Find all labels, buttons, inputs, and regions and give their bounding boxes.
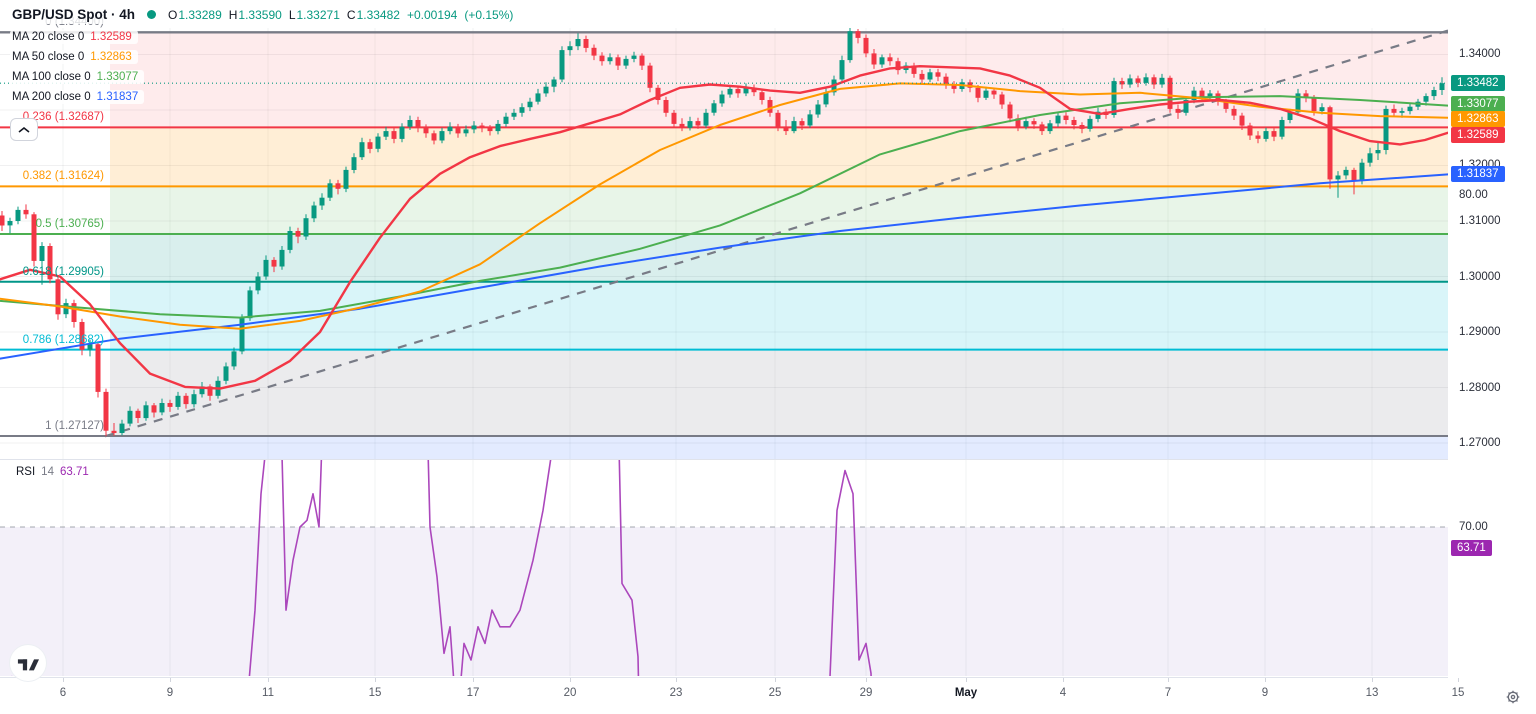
- time-axis-label: 13: [1365, 687, 1379, 699]
- price-tick-label: 1.31000: [1459, 215, 1501, 227]
- rsi-pane[interactable]: [0, 460, 1448, 676]
- ma-legend-value: 1.32589: [90, 31, 132, 43]
- main-chart-svg: [0, 28, 1448, 460]
- ma-line-ma50[interactable]: [0, 82, 1448, 330]
- open-label: O: [168, 7, 178, 22]
- ma-legend-row[interactable]: MA 20 close 0 1.32589: [10, 30, 138, 44]
- time-tick: [63, 678, 64, 682]
- high-value: 1.33590: [238, 7, 282, 22]
- change-percent: (+0.15%): [464, 7, 514, 22]
- ma-legend-label: MA 50 close 0: [12, 51, 85, 63]
- time-tick: [375, 678, 376, 682]
- collapse-legend-button[interactable]: [10, 118, 38, 141]
- time-axis-label: 29: [859, 687, 873, 699]
- ma-legend-value: 1.31837: [96, 91, 139, 103]
- time-tick: [1265, 678, 1266, 682]
- high-label: H: [228, 7, 238, 22]
- change-value: +0.00194: [406, 7, 458, 22]
- market-status-dot-icon[interactable]: [147, 10, 157, 19]
- trendline[interactable]: [104, 29, 1448, 438]
- time-axis-label: 20: [563, 687, 577, 699]
- symbol-header: GBP/USD Spot · 4h O1.33289 H1.33590 L1.3…: [10, 5, 522, 24]
- time-axis-label: May: [954, 687, 978, 699]
- chevron-up-icon: [18, 126, 30, 133]
- fib-bands[interactable]: [110, 32, 1448, 460]
- low-value: 1.33271: [296, 7, 340, 22]
- ma-legend: MA 20 close 0 1.32589 MA 50 close 0 1.32863…: [10, 30, 145, 110]
- time-axis-label: 7: [1164, 687, 1172, 699]
- price-axis[interactable]: 1.34000 1.32000 1.31000 1.30000 1.29000 1.280…: [1448, 0, 1536, 678]
- time-tick: [268, 678, 269, 682]
- price-badge: 1.33482: [1451, 75, 1505, 91]
- price-tick-label: 1.27000: [1459, 437, 1501, 449]
- price-tick-label: 1.29000: [1459, 326, 1501, 338]
- price-badge: 1.32589: [1451, 127, 1505, 143]
- price-tick-label: 1.28000: [1459, 382, 1501, 394]
- time-axis-label: 4: [1059, 687, 1067, 699]
- time-tick: [676, 678, 677, 682]
- ma-legend-label: MA 200 close 0: [12, 91, 91, 103]
- ohlc-values: O1.33289 H1.33590 L1.33271 C1.33482 +0.0…: [168, 8, 513, 22]
- time-tick: [1372, 678, 1373, 682]
- time-axis-label: 9: [166, 687, 174, 699]
- price-badge: 1.33077: [1451, 96, 1505, 112]
- time-axis-label: 17: [466, 687, 480, 699]
- time-tick: [1063, 678, 1064, 682]
- rsi-legend: RSI 14 63.71: [10, 465, 95, 479]
- fib-level-lines[interactable]: [0, 31, 1448, 437]
- rsi-tick-label: 80.00: [1459, 189, 1488, 201]
- main-chart-pane[interactable]: [0, 28, 1448, 460]
- time-axis-label: 15: [368, 687, 382, 699]
- ma-legend-row[interactable]: MA 50 close 0 1.32863: [10, 50, 138, 64]
- time-axis-label: 15: [1451, 687, 1465, 699]
- price-tick-label: 1.34000: [1459, 48, 1501, 60]
- time-axis-separator: [0, 677, 1536, 678]
- time-tick: [1458, 678, 1459, 682]
- price-tick-label: 1.30000: [1459, 271, 1501, 283]
- rsi-value: 63.71: [59, 466, 89, 478]
- tradingview-logo[interactable]: [10, 645, 46, 681]
- rsi-gridlines: [0, 460, 1448, 676]
- ma-line-ma100[interactable]: [0, 95, 1448, 319]
- rsi-period: 14: [41, 466, 54, 478]
- open-value: 1.33289: [178, 7, 222, 22]
- time-axis-label: 23: [669, 687, 683, 699]
- time-axis[interactable]: 6 9 11 15 17 20 23 25 29 May 4 7 9 13 15: [0, 678, 1536, 714]
- time-axis-label: 6: [59, 687, 67, 699]
- rsi-band: [0, 527, 1448, 676]
- rsi-name: RSI: [16, 466, 36, 478]
- time-axis-label: 9: [1261, 687, 1269, 699]
- tradingview-logo-icon: [17, 659, 39, 671]
- ma-legend-row[interactable]: MA 200 close 0 1.31837: [10, 90, 145, 104]
- low-label: L: [288, 7, 296, 22]
- price-badge: 1.31837: [1451, 166, 1505, 182]
- rsi-svg: [0, 460, 1448, 676]
- price-badge: 1.32863: [1451, 111, 1505, 127]
- time-tick: [775, 678, 776, 682]
- time-axis-label: 11: [262, 687, 274, 699]
- settings-gear-icon[interactable]: [1504, 688, 1522, 706]
- time-tick: [570, 678, 571, 682]
- time-tick: [170, 678, 171, 682]
- ma-legend-label: MA 20 close 0: [12, 31, 85, 43]
- candlestick-series: [0, 28, 1445, 437]
- close-label: C: [346, 7, 356, 22]
- ma-line-ma20[interactable]: [0, 65, 1448, 390]
- close-value: 1.33482: [356, 7, 400, 22]
- rsi-tick-label: 70.00: [1459, 521, 1488, 533]
- ma-legend-value: 1.32863: [90, 51, 132, 63]
- ma-legend-label: MA 100 close 0: [12, 71, 91, 83]
- ma-legend-value: 1.33077: [96, 71, 139, 83]
- time-tick: [966, 678, 967, 682]
- ma-line-ma200[interactable]: [0, 173, 1448, 360]
- time-axis-label: 25: [768, 687, 782, 699]
- time-tick: [866, 678, 867, 682]
- symbol-title[interactable]: GBP/USD Spot · 4h: [12, 7, 136, 22]
- ma-legend-row[interactable]: MA 100 close 0 1.33077: [10, 70, 145, 84]
- rsi-value-badge: 63.71: [1451, 540, 1492, 556]
- pane-separator[interactable]: [0, 459, 1536, 460]
- time-tick: [1168, 678, 1169, 682]
- time-tick: [473, 678, 474, 682]
